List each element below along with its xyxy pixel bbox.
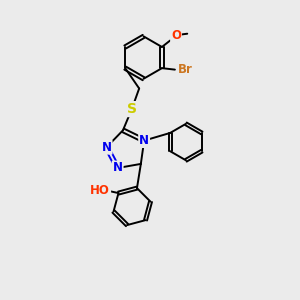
Text: N: N	[139, 134, 149, 147]
Text: O: O	[171, 29, 181, 42]
Text: S: S	[127, 102, 137, 116]
Text: Br: Br	[178, 63, 193, 76]
Text: N: N	[113, 161, 123, 175]
Text: HO: HO	[90, 184, 110, 197]
Text: N: N	[102, 141, 112, 154]
